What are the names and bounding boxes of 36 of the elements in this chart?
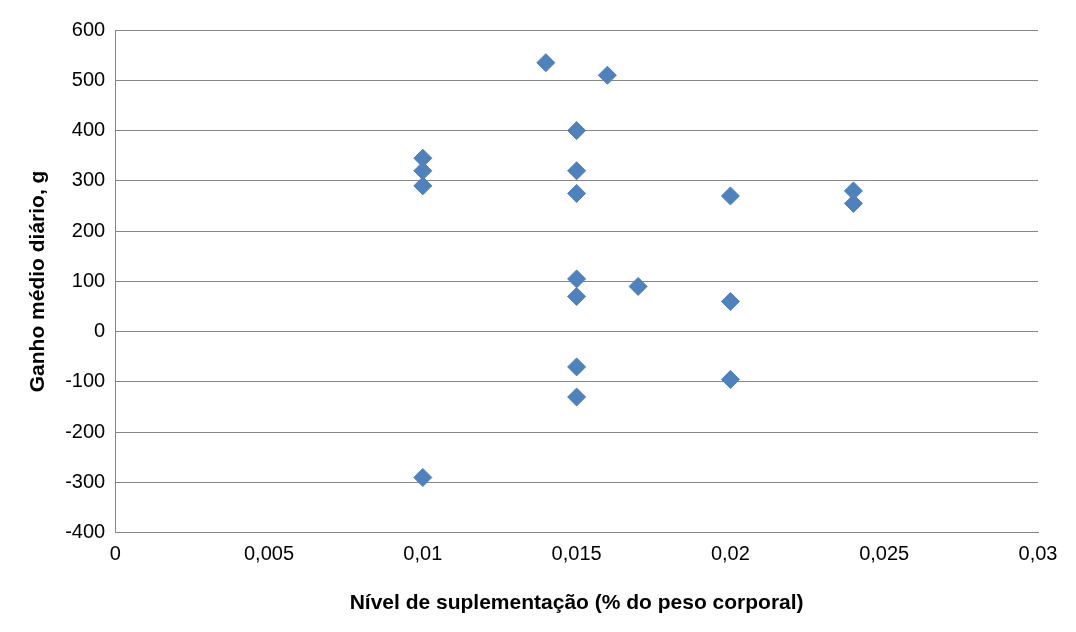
y-tick-label: -300 (65, 470, 106, 493)
y-tick-label: -100 (65, 369, 106, 392)
point (720, 186, 740, 206)
y-tick-label: -400 (65, 520, 106, 543)
point (567, 357, 587, 377)
point (567, 121, 587, 141)
y-tick-label: 600 (71, 17, 106, 40)
y-tick-label: 400 (71, 118, 106, 141)
point (720, 292, 740, 312)
y-tick-label: 200 (71, 218, 106, 241)
x-tick-label: 0,015 (551, 542, 602, 565)
point (413, 467, 433, 487)
y-axis-title: Ganho médio diário, g (25, 170, 49, 393)
point (567, 387, 587, 407)
point (628, 276, 648, 296)
y-tick-label: 300 (71, 168, 106, 191)
x-axis-title: Nível de suplementação (% do peso corporal) (349, 590, 804, 614)
x-tick-label: 0 (109, 542, 121, 565)
point (567, 161, 587, 181)
point (567, 269, 587, 289)
point (413, 161, 433, 181)
point (720, 369, 740, 389)
x-tick-label: 0,025 (859, 542, 910, 565)
x-tick-label: 0,02 (710, 542, 750, 565)
point (567, 286, 587, 306)
x-tick-label: 0,01 (403, 542, 443, 565)
y-tick-label: -200 (65, 419, 106, 442)
point (567, 183, 587, 203)
y-tick-label: 500 (71, 67, 106, 90)
x-tick-label: 0,03 (1018, 542, 1058, 565)
point (597, 65, 617, 85)
x-tick-label: 0,005 (243, 542, 295, 565)
point (413, 176, 433, 196)
y-tick-label: 100 (71, 268, 106, 291)
point (536, 53, 556, 73)
y-tick-label: 0 (94, 319, 106, 342)
